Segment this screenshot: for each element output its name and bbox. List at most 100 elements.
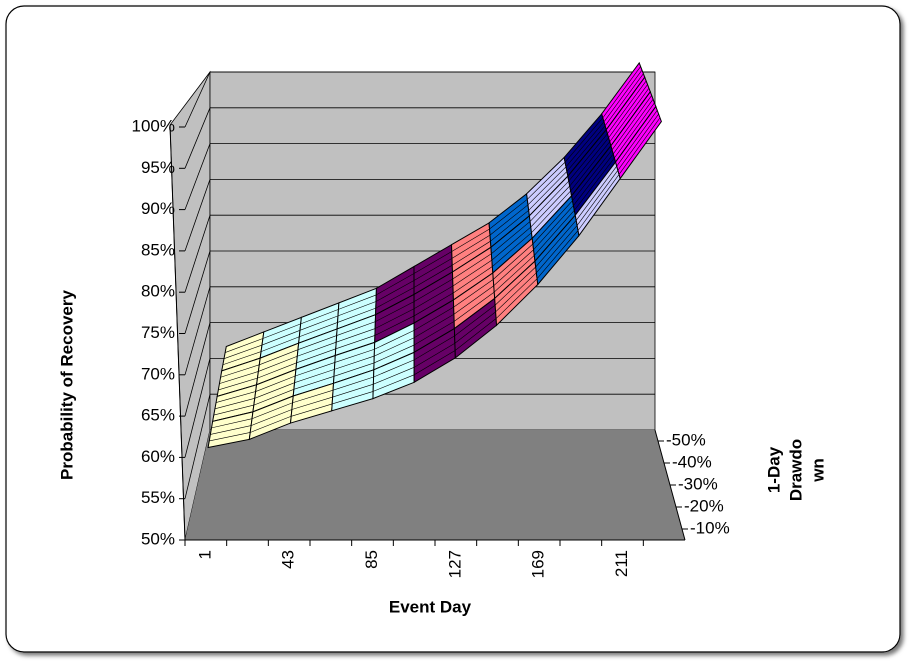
surface-hatch <box>293 376 335 390</box>
surface-hatch <box>291 403 333 417</box>
surface-hatch <box>299 322 338 338</box>
surface-hatch <box>262 323 301 339</box>
surface-hatch <box>529 180 569 222</box>
surface-hatch <box>489 199 528 230</box>
surface-hatch <box>413 306 454 331</box>
surface-hatch <box>337 307 376 323</box>
surface-hatch <box>532 200 573 245</box>
surface-hatch <box>609 87 650 142</box>
surface-hatch <box>491 226 531 261</box>
y-tick-label: 100% <box>132 116 175 135</box>
surface-hatch <box>454 311 496 344</box>
surface-hatch <box>374 337 415 357</box>
z-axis-title-line: 1-Day <box>764 446 783 493</box>
surface-hatch <box>577 174 620 231</box>
surface-hatch <box>575 165 617 221</box>
surface-hatch <box>251 402 293 419</box>
surface-hatch <box>533 205 574 250</box>
surface-hatch <box>494 255 535 293</box>
surface-hatch <box>604 73 644 126</box>
floor <box>185 430 685 540</box>
surface-hatch <box>527 166 567 206</box>
surface-hatch <box>374 308 415 329</box>
surface-hatch <box>374 315 415 336</box>
grid-line <box>184 286 211 375</box>
x-tick-label: 127 <box>445 550 464 578</box>
surface-hatch <box>297 341 337 357</box>
surface-hatch <box>373 374 415 392</box>
z-tick-label: -20% <box>684 496 724 515</box>
surface-hatch <box>566 125 606 172</box>
surface-hatch <box>253 389 295 406</box>
grid-line <box>184 179 211 252</box>
surface-hatch <box>259 349 299 366</box>
surface-hatch <box>451 228 490 252</box>
surface-hatch <box>413 292 454 317</box>
surface-hatch <box>453 285 494 315</box>
grid-line <box>184 107 211 169</box>
y-tick-label: 75% <box>141 323 175 342</box>
surface-hatch <box>215 391 256 403</box>
x-tick-label: 85 <box>362 550 381 569</box>
surface-hatch <box>375 280 415 302</box>
surface-hatch <box>413 251 452 274</box>
surface-hatch <box>603 69 643 122</box>
surface-hatch <box>334 355 375 370</box>
surface-hatch <box>617 113 659 171</box>
surface-hatch <box>258 355 298 372</box>
surface-hatch <box>375 287 415 309</box>
surface-hatch <box>454 304 496 337</box>
surface-hatch <box>530 185 570 228</box>
surface-hatch <box>374 330 415 350</box>
surface-hatch <box>452 253 492 280</box>
surface-hatch <box>489 204 529 236</box>
surface-hatch <box>602 66 641 118</box>
surface-hatch <box>299 315 339 331</box>
surface-hatch <box>413 258 453 281</box>
surface-hatch <box>213 404 254 416</box>
surface-hatch <box>255 375 296 392</box>
surface-hatch <box>413 285 454 310</box>
z-tick-label: -30% <box>678 474 718 493</box>
surface-hatch <box>536 230 579 279</box>
surface-hatch <box>413 278 453 302</box>
z-tick-label: -40% <box>672 452 712 471</box>
surface-hatch <box>332 376 374 391</box>
x-tick-label: 211 <box>612 550 631 577</box>
surface-hatch <box>611 95 652 151</box>
y-axis-title: Probability of Recovery <box>57 290 76 480</box>
surface-hatch <box>220 364 260 378</box>
surface-hatch <box>535 220 577 268</box>
y-tick-label: 70% <box>141 364 175 383</box>
y-tick-label: 60% <box>141 447 175 466</box>
surface-hatch <box>294 369 335 383</box>
surface-hatch <box>491 221 531 254</box>
surface-hatch <box>376 273 415 296</box>
surface-hatch <box>296 348 336 364</box>
surface-hatch <box>211 418 253 429</box>
surface-hatch <box>490 210 529 242</box>
surface-hatch <box>607 80 647 134</box>
surface-hatch <box>257 362 297 379</box>
surface-hatch <box>453 279 494 308</box>
z-axis-title-line: wn <box>808 458 827 483</box>
surface-hatch <box>494 266 536 306</box>
surface-hatch <box>209 432 251 442</box>
surface-hatch <box>492 232 532 267</box>
surface-hatch <box>373 367 415 385</box>
surface-hatch <box>534 210 575 256</box>
surface-hatch <box>332 391 374 405</box>
surface-cell <box>615 105 662 180</box>
x-tick-label: 1 <box>195 550 214 559</box>
grid-line <box>184 394 211 499</box>
surface-hatch <box>493 243 534 280</box>
surface-hatch <box>452 240 491 266</box>
surface-hatch <box>451 234 491 259</box>
surface-hatch <box>337 301 377 317</box>
surface-hatch <box>616 110 658 167</box>
surface-hatch <box>613 98 654 155</box>
surface-hatch <box>336 321 376 336</box>
surface-hatch <box>373 359 415 378</box>
surface-hatch <box>495 272 537 313</box>
z-axis-title: 1-Day Drawdo wn <box>764 439 827 501</box>
